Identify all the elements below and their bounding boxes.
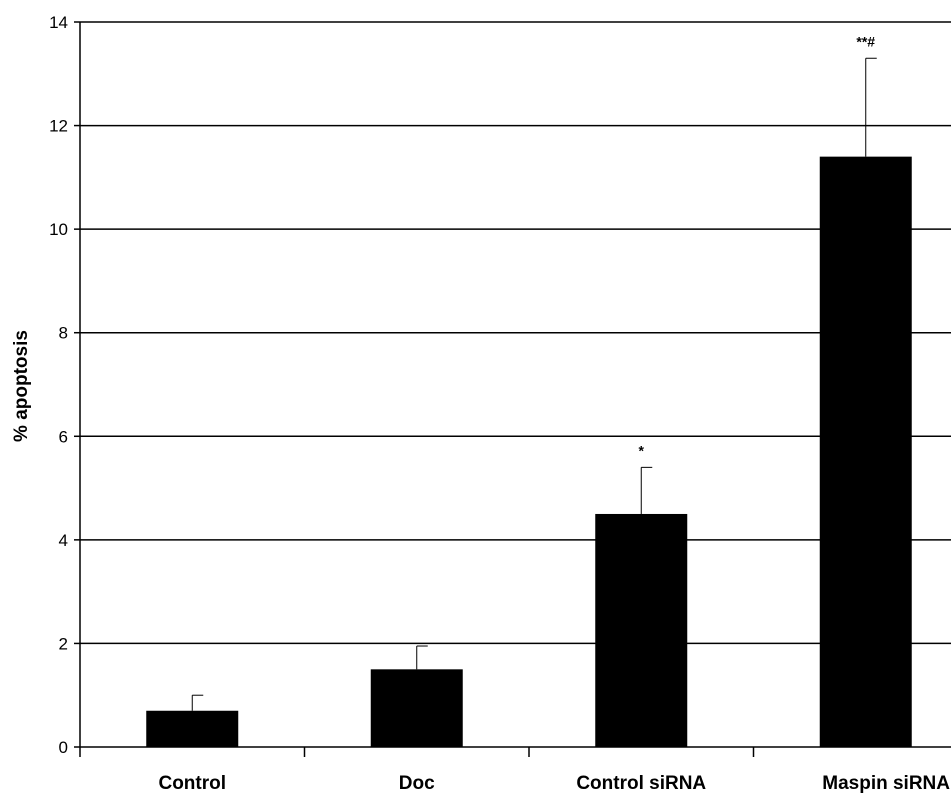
significance-marker: *: [639, 442, 645, 458]
bar: [146, 710, 239, 747]
category-label: Doc: [399, 773, 435, 794]
error-bars: [191, 57, 877, 711]
bar: [819, 156, 912, 748]
category-label: Maspin siRNA: [822, 773, 950, 794]
significance-annotations: * **#: [639, 33, 876, 458]
bar: [370, 669, 463, 747]
category-label: Control siRNA: [576, 773, 706, 794]
y-tick-label: 14: [49, 13, 68, 32]
y-axis-ticks: 0 2 4 6 8 10 12 14: [49, 13, 80, 757]
x-axis-labels: Control Doc Control siRNA Maspin siRNA: [158, 773, 950, 794]
y-tick-label: 0: [59, 738, 68, 757]
y-tick-label: 8: [59, 324, 68, 343]
y-tick-label: 10: [49, 220, 68, 239]
y-tick-label: 12: [49, 117, 68, 136]
category-label: Control: [158, 773, 226, 794]
gridlines: [80, 21, 951, 645]
y-tick-label: 4: [59, 531, 68, 550]
bar: [595, 513, 688, 747]
y-tick-label: 6: [59, 427, 68, 446]
bars: [146, 156, 912, 748]
y-tick-label: 2: [59, 634, 68, 653]
x-axis-ticks: [79, 747, 755, 757]
significance-marker: **#: [856, 33, 875, 49]
y-axis-label: % apoptosis: [11, 330, 32, 442]
